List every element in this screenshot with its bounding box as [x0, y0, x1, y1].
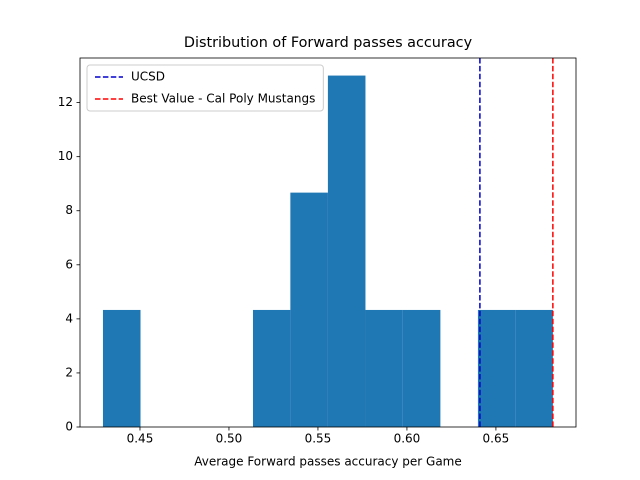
x-axis-label: Average Forward passes accuracy per Game — [194, 455, 462, 469]
x-tick-label: 0.45 — [127, 432, 154, 446]
legend: UCSD Best Value - Cal Poly Mustangs — [86, 64, 324, 112]
y-tick-label: 0 — [65, 420, 73, 434]
y-tick-label: 2 — [65, 365, 73, 379]
y-tick-label: 10 — [58, 149, 73, 163]
bar — [477, 309, 516, 427]
y-tick-label: 4 — [65, 311, 73, 325]
x-tick-label: 0.60 — [394, 432, 421, 446]
chart-title: Distribution of Forward passes accuracy — [184, 35, 473, 51]
y-tick-label: 12 — [58, 95, 73, 109]
bar — [402, 309, 441, 427]
x-tick-label: 0.55 — [305, 432, 332, 446]
y-tick-label: 8 — [65, 203, 73, 217]
bar — [365, 309, 403, 427]
legend-box — [86, 64, 324, 112]
y-tick-label: 6 — [65, 257, 73, 271]
x-tick-label: 0.65 — [483, 432, 510, 446]
bar — [102, 309, 141, 427]
axes-frame — [79, 57, 577, 428]
bar — [290, 192, 328, 427]
x-tick-label: 0.50 — [216, 432, 243, 446]
legend-label: UCSD — [131, 70, 165, 84]
legend-label: Best Value - Cal Poly Mustangs — [131, 92, 315, 106]
bar — [327, 75, 366, 428]
bar — [252, 309, 291, 427]
bar — [515, 309, 553, 427]
